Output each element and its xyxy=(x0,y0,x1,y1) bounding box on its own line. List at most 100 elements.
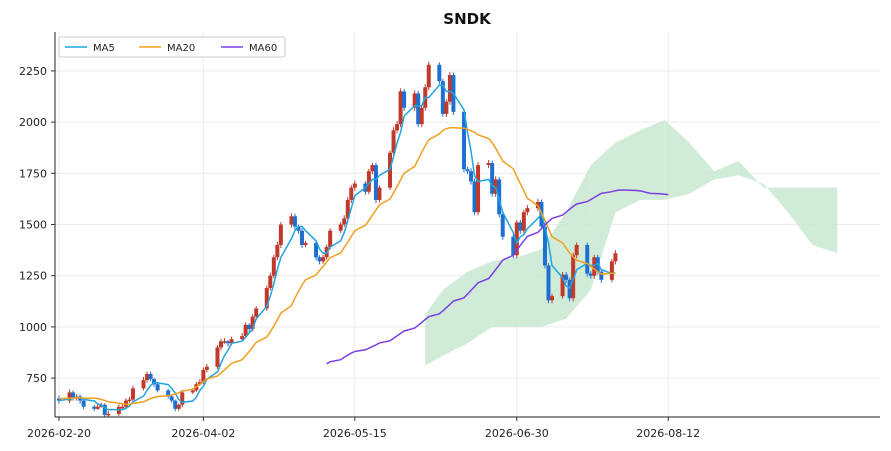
y-tick-label: 1250 xyxy=(19,270,47,283)
candle-body xyxy=(564,274,569,280)
candle-body xyxy=(366,171,371,192)
candle-body xyxy=(81,400,86,407)
candle-body xyxy=(370,165,375,172)
ma5-line xyxy=(58,84,616,411)
cloud-segment xyxy=(714,161,739,180)
candle-body xyxy=(585,244,590,274)
candle-body xyxy=(461,111,466,170)
candle-body xyxy=(352,183,357,188)
candle-body xyxy=(296,226,301,231)
candle-body xyxy=(542,226,547,266)
candle-body xyxy=(486,163,491,166)
candle-body xyxy=(127,399,132,402)
candle-body xyxy=(218,341,223,348)
candle-body xyxy=(511,236,516,256)
cloud-segment xyxy=(738,161,764,188)
chart-title: SNDK xyxy=(443,10,492,28)
y-tick-label: 1000 xyxy=(19,321,47,334)
candle-body xyxy=(152,379,157,385)
candle-body xyxy=(145,373,150,381)
candle-body xyxy=(67,392,72,401)
candle-body xyxy=(490,163,495,194)
candle-body xyxy=(521,212,526,231)
cloud-segment xyxy=(492,257,517,327)
y-tick-label: 1500 xyxy=(19,219,47,232)
candle-body xyxy=(500,214,505,237)
candle-body xyxy=(303,242,308,245)
candle-body xyxy=(518,222,523,231)
candle-body xyxy=(321,257,326,262)
candle-body xyxy=(395,124,400,131)
candle-body xyxy=(254,308,259,317)
candle-body xyxy=(169,396,174,401)
candle-body xyxy=(419,107,424,125)
candle-body xyxy=(472,181,477,213)
candle-body xyxy=(560,274,565,297)
candle-body xyxy=(514,222,519,256)
candle-body xyxy=(373,165,378,200)
candle-body xyxy=(317,257,322,262)
candle-body xyxy=(166,390,171,397)
candle-body xyxy=(250,316,255,329)
x-tick-label: 2026-06-30 xyxy=(485,427,549,440)
candle-body xyxy=(349,187,354,200)
candle-body xyxy=(176,404,181,409)
candle-body xyxy=(546,265,551,301)
candle-body xyxy=(201,369,206,383)
candle-body xyxy=(437,64,442,82)
candle-body xyxy=(412,93,417,108)
cloud-segment xyxy=(442,271,468,356)
candle-body xyxy=(416,93,421,125)
candle-body xyxy=(71,392,76,399)
candle-body xyxy=(599,271,604,280)
candle-body xyxy=(95,406,100,409)
candle-body xyxy=(525,208,530,213)
candle-body xyxy=(102,404,107,415)
candle-body xyxy=(476,165,481,213)
candle-body xyxy=(328,230,333,248)
candle-body xyxy=(229,339,234,344)
legend: MA5 MA20 MA60 xyxy=(58,36,286,58)
candle-body xyxy=(338,224,343,231)
candle-body xyxy=(426,64,431,88)
candle-body xyxy=(92,406,97,409)
candle-body xyxy=(398,91,403,125)
candle-body xyxy=(571,255,576,299)
y-tick-label: 2250 xyxy=(19,65,47,78)
candle-body xyxy=(345,199,350,219)
candle-body xyxy=(268,275,273,288)
candle-body xyxy=(180,392,185,405)
candle-body xyxy=(204,366,209,370)
candle-body xyxy=(592,257,597,276)
candle-body xyxy=(130,388,135,400)
candle-body xyxy=(222,341,227,343)
legend-label: MA60 xyxy=(249,43,277,54)
x-tick-label: 2026-02-20 xyxy=(27,427,91,440)
candle-body xyxy=(497,179,502,215)
candle-body xyxy=(173,400,178,409)
cloud-segment xyxy=(787,187,813,245)
candle-body xyxy=(391,130,396,153)
candle-body xyxy=(465,169,470,172)
candle-body xyxy=(120,406,125,409)
candle-body xyxy=(292,216,297,227)
ma60-line xyxy=(326,189,669,365)
cloud-segment xyxy=(689,142,715,194)
candle-body xyxy=(271,257,276,276)
cloud-segment xyxy=(516,249,542,327)
candle-body xyxy=(243,324,248,337)
moving-average-lines xyxy=(58,84,669,411)
ma20-line xyxy=(58,127,616,406)
legend-box xyxy=(58,36,286,58)
cloud-segment xyxy=(425,290,443,366)
candle-body xyxy=(574,244,579,256)
ichimoku-cloud xyxy=(425,120,838,366)
candle-body xyxy=(402,91,407,108)
candle-body xyxy=(289,216,294,225)
cloud-segment xyxy=(640,120,665,200)
candle-body xyxy=(588,273,593,276)
candle-body xyxy=(567,279,572,299)
candle-body xyxy=(314,242,319,258)
